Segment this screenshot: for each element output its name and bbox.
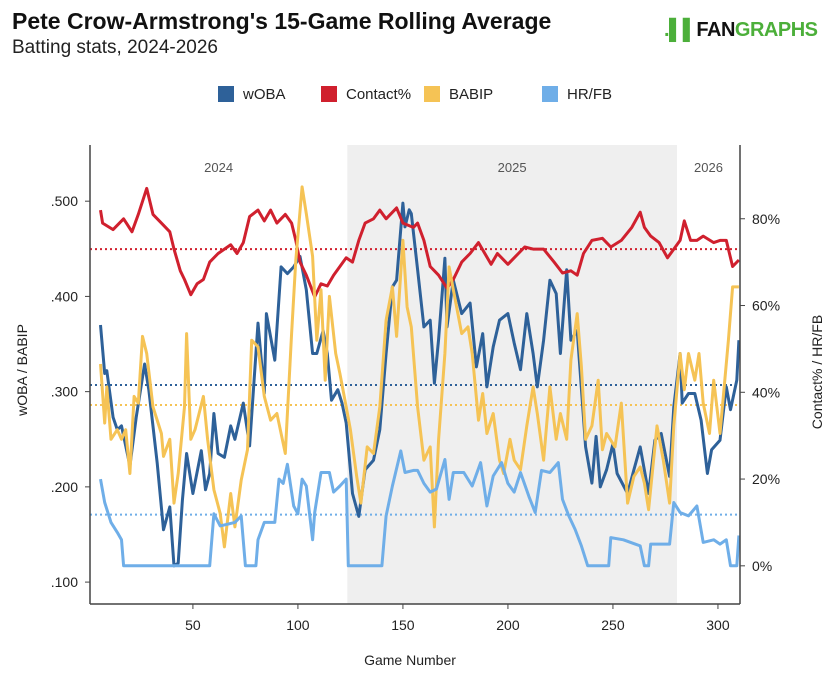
x-tick-label: 150 (391, 617, 415, 633)
chart-subtitle: Batting stats, 2024-2026 (12, 37, 218, 58)
legend-swatch-woba (218, 86, 234, 102)
legend-label: wOBA (242, 86, 286, 103)
y-left-tick-label: .500 (51, 193, 78, 209)
series-line-babip (99, 185, 739, 549)
legend-label: HR/FB (567, 86, 612, 103)
y-right-tick-label: 20% (752, 471, 780, 487)
legend-label: Contact% (346, 86, 411, 103)
y-right-tick-label: 40% (752, 384, 780, 400)
x-tick-label: 250 (601, 617, 625, 633)
season-shade-2025 (347, 145, 677, 604)
y-right-axis-title: Contact% / HR/FB (809, 315, 825, 429)
series-line-hr/fb (99, 449, 741, 568)
y-left-tick-label: .200 (51, 479, 78, 495)
legend-swatch-contact% (321, 86, 337, 102)
logo-bars-icon: .▌▌ (664, 19, 697, 41)
legend-swatch-babip (424, 86, 440, 102)
x-tick-label: 200 (496, 617, 520, 633)
series-line-contact% (99, 186, 740, 299)
chart-title: Pete Crow-Armstrong's 15-Game Rolling Av… (12, 8, 552, 34)
fangraphs-logo: .▌▌FANGRAPHS (664, 19, 818, 41)
y-right-tick-label: 80% (752, 211, 780, 227)
x-tick-label: 100 (286, 617, 310, 633)
x-axis-title: Game Number (364, 652, 456, 668)
y-right-tick-label: 0% (752, 558, 772, 574)
y-right-tick-label: 60% (752, 298, 780, 314)
legend-swatch-hr/fb (542, 86, 558, 102)
season-label: 2026 (694, 160, 723, 175)
y-left-axis-title: wOBA / BABIP (14, 324, 30, 417)
y-left-tick-label: .300 (51, 384, 78, 400)
x-tick-label: 300 (706, 617, 730, 633)
legend-label: BABIP (449, 86, 493, 103)
season-label: 2025 (498, 160, 527, 175)
y-left-tick-label: .100 (51, 574, 78, 590)
season-label: 2024 (204, 160, 233, 175)
series-line-woba (99, 201, 741, 568)
x-tick-label: 50 (185, 617, 201, 633)
y-left-tick-label: .400 (51, 288, 78, 304)
